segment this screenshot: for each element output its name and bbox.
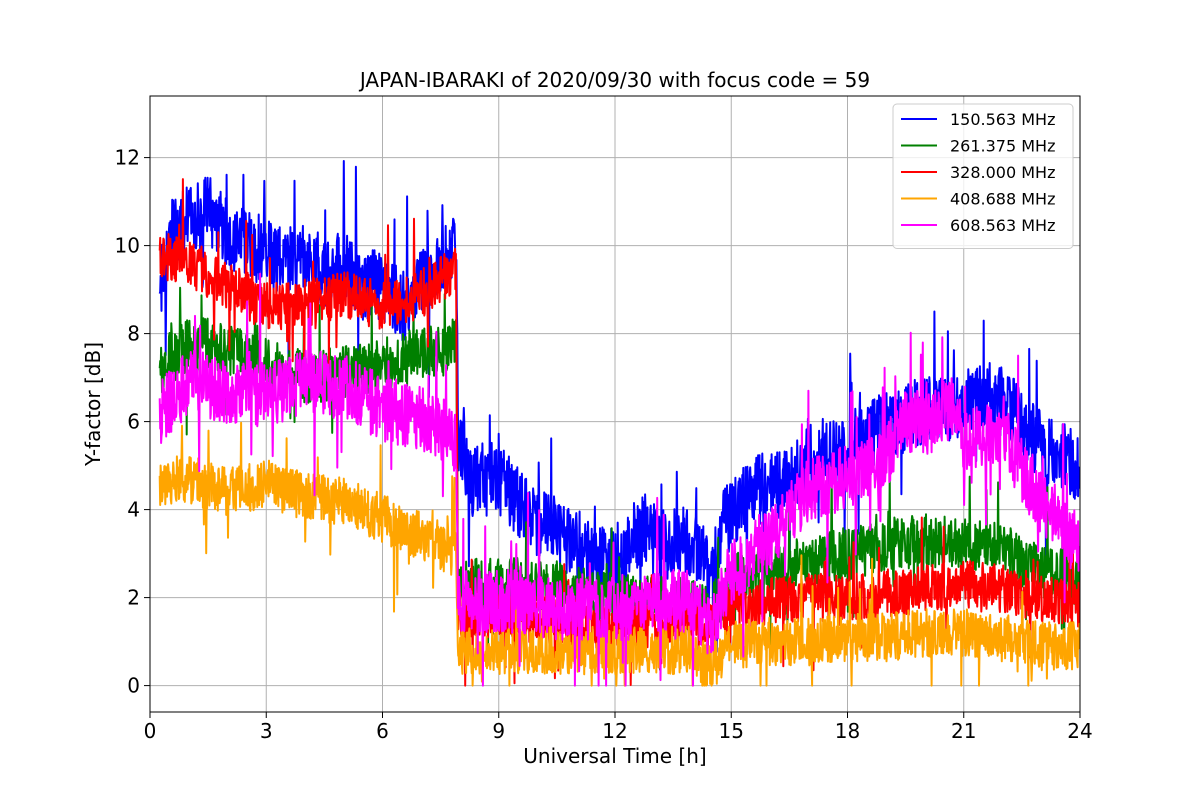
legend-box	[892, 103, 1074, 249]
x-tick-label: 21	[951, 719, 976, 743]
y-axis-label: Y-factor [dB]	[81, 342, 105, 467]
legend-label: 408.688 MHz	[950, 190, 1055, 209]
chart-title: JAPAN-IBARAKI of 2020/09/30 with focus c…	[358, 68, 870, 92]
x-tick-label: 15	[719, 719, 744, 743]
x-axis-label: Universal Time [h]	[523, 744, 706, 768]
x-tick-label: 3	[260, 719, 273, 743]
y-tick-label: 6	[127, 410, 140, 434]
x-tick-label: 9	[492, 719, 505, 743]
series-line	[158, 272, 1080, 687]
series-line	[158, 421, 1080, 687]
y-tick-label: 8	[127, 322, 140, 346]
x-tick-label: 12	[602, 719, 627, 743]
legend-label: 608.563 MHz	[950, 216, 1055, 235]
y-tick-label: 12	[115, 146, 140, 170]
y-tick-label: 10	[115, 234, 140, 258]
legend-label: 150.563 MHz	[950, 110, 1055, 129]
x-tick-label: 0	[144, 719, 157, 743]
legend: 150.563 MHz 261.375 MHz 328.000 MHz 408.688…	[892, 103, 1074, 249]
series-layer	[158, 160, 1080, 687]
y-tick-label: 4	[127, 498, 140, 522]
y-tick-label: 2	[127, 586, 140, 610]
legend-label: 328.000 MHz	[950, 163, 1055, 182]
x-tick-label: 24	[1067, 719, 1092, 743]
x-tick-label: 18	[835, 719, 860, 743]
legend-label: 261.375 MHz	[950, 137, 1055, 156]
y-tick-label: 0	[127, 674, 140, 698]
x-tick-label: 6	[376, 719, 389, 743]
